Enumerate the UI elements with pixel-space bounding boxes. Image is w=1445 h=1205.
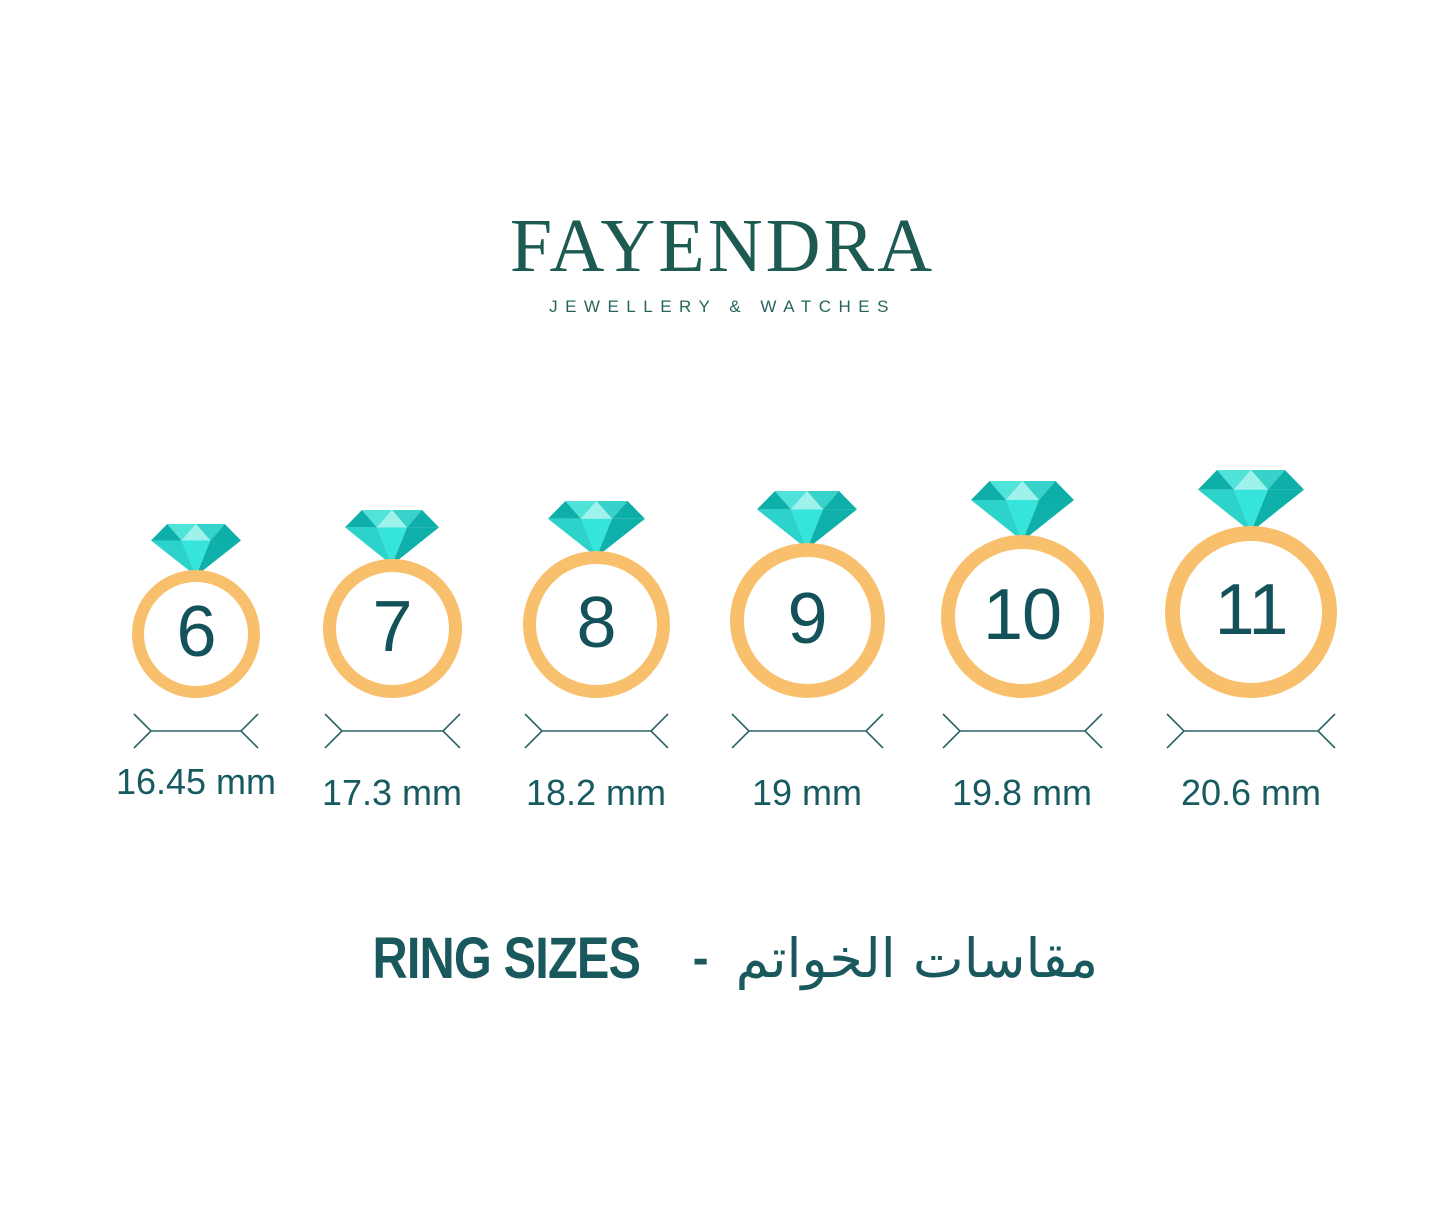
width-indicator-icon [941,713,1103,749]
ring-item: 8 18.2 mm [522,0,670,830]
ring-size-number: 10 [982,574,1062,655]
diamond-icon [345,510,439,565]
ring-item: 7 17.3 mm [322,0,462,830]
ring-size-number: 7 [372,586,412,667]
ring-item: 10 19.8 mm [940,0,1104,830]
caption-english: RING SIZES [372,926,641,991]
diameter-label: 18.2 mm [525,772,667,813]
width-indicator-icon [323,713,461,749]
width-indicator-icon [730,713,884,749]
ring-item: 11 20.6 mm [1165,0,1337,830]
ring-size-number: 9 [787,578,827,659]
brand-name: FAYENDRA [509,204,936,288]
caption-separator: - [692,932,709,985]
brand-tagline: JEWELLERY & WATCHES [549,297,896,316]
ring-item: 9 19 mm [729,0,885,830]
ring-item: 6 16.45 mm [116,0,276,830]
diamond-icon [547,501,645,557]
brand-logo: FAYENDRA JEWELLERY & WATCHES [0,208,1445,317]
ring-band: 7 [322,559,462,698]
ring-band: 9 [729,543,885,698]
width-indicator-icon [523,713,669,749]
ring-size-number: 11 [1214,570,1289,650]
diamond-icon [151,524,241,576]
diamond-icon [1198,470,1304,532]
caption: RING SIZES - مقاسات الخواتم [0,925,1445,992]
diamond-icon [757,491,857,549]
caption-arabic: مقاسات الخواتم [735,927,1099,990]
diameter-label: 19 mm [751,772,863,813]
ring-size-number: 6 [176,592,216,672]
ring-band: 8 [522,551,670,698]
ring-band: 10 [940,535,1104,698]
width-indicator-icon [1166,713,1336,749]
diamond-icon [970,481,1074,541]
width-indicator-icon [133,713,259,749]
diameter-label: 20.6 mm [1180,772,1322,813]
ring-band: 11 [1165,526,1337,698]
diameter-label: 17.3 mm [321,772,463,813]
diameter-label: 19.8 mm [951,772,1093,813]
diameter-label: 16.45 mm [115,761,277,802]
ring-band: 6 [132,570,260,698]
ring-size-number: 8 [576,582,616,663]
